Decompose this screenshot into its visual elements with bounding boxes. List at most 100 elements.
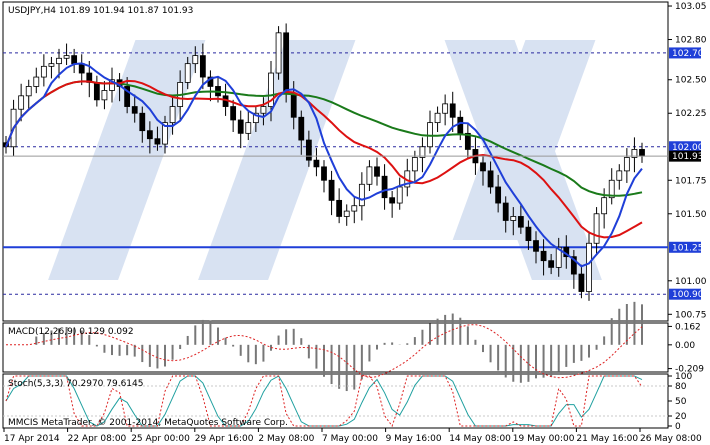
level-label: 102.70	[672, 49, 704, 59]
time-axis: 17 Apr 2014 22 Apr 08:00 25 Apr 00:00 29 Ap…	[3, 428, 702, 444]
price-tick-label: 102.50	[675, 76, 707, 86]
time-tick-label: 26 May 08:00	[640, 434, 702, 444]
candle-body	[336, 199, 343, 217]
candle-body	[593, 213, 600, 244]
candle-body	[169, 106, 176, 124]
candle-body	[33, 76, 40, 87]
candle-body	[139, 112, 146, 132]
time-tick-label: 21 May 16:00	[576, 434, 638, 444]
candle-body	[502, 202, 509, 221]
price-tick-label: 101.75	[675, 176, 707, 186]
macd-tick-label: 0.00	[675, 341, 695, 351]
current-price-tag-box	[669, 150, 701, 162]
watermark-shape-4	[452, 40, 596, 240]
candle-body	[464, 132, 471, 150]
time-tick-label: 14 May 08:00	[449, 434, 511, 444]
candle-body	[411, 157, 418, 172]
stoch-signal-line	[5, 375, 643, 428]
candle-body	[487, 170, 494, 188]
watermark-shape-1	[48, 40, 206, 280]
candle-body	[290, 92, 297, 118]
macd-histogram	[35, 301, 643, 392]
candle-body	[548, 260, 555, 268]
candle-body	[71, 55, 78, 65]
candle-body	[381, 175, 388, 199]
candle-body	[374, 166, 380, 177]
candle-body	[192, 55, 199, 65]
price-axis: 103.05 102.80 102.50 102.25 101.75 101.50 101.…	[668, 2, 707, 320]
time-tick-label: 19 May 00:00	[513, 434, 575, 444]
stoch-tick-label: 20	[675, 412, 687, 422]
candle-body	[396, 186, 403, 204]
candle-body	[601, 197, 608, 215]
candle-body	[389, 197, 396, 204]
stoch-grid	[3, 385, 668, 417]
price-tick-label: 102.25	[675, 109, 707, 119]
candle-body	[283, 32, 290, 94]
candle-body	[419, 146, 426, 158]
mmcis-watermark	[48, 40, 602, 280]
level-label-box	[669, 288, 701, 300]
time-tick-label: 29 Apr 16:00	[195, 434, 254, 444]
candle-body	[366, 166, 373, 185]
price-tick-label: 100.75	[675, 310, 707, 320]
price-panel-frame	[2, 1, 669, 322]
candle-body	[260, 106, 267, 114]
candle-body	[586, 242, 592, 292]
symbol-header: USDJPY,H4 101.89 101.94 101.87 101.93	[8, 6, 193, 16]
candle-body	[525, 226, 532, 241]
candle-body	[313, 159, 320, 168]
level-label-box	[669, 47, 701, 59]
candle-body	[245, 122, 252, 134]
stoch-tick-label: 80	[675, 382, 687, 392]
macd-panel-frame	[2, 322, 669, 373]
time-tick-label: 2 May 08:00	[258, 434, 314, 444]
candle-body	[495, 186, 502, 204]
price-tick-label: 103.05	[675, 2, 707, 12]
candle-body	[631, 149, 638, 158]
macd-tick-label: -0.209	[675, 365, 704, 375]
candle-body	[146, 130, 153, 140]
moving-averages	[5, 62, 643, 268]
level-label: 101.25	[672, 243, 704, 253]
macd-label: MACD(12,26,9) 0.129 0.092	[8, 327, 134, 337]
candle-body	[510, 216, 517, 221]
candle-body	[101, 90, 108, 101]
candle-body	[230, 106, 237, 121]
candle-body	[434, 112, 441, 124]
current-price-label: 101.93	[672, 152, 704, 162]
stoch-tick-label: 0	[675, 422, 681, 432]
price-tick-label: 101.50	[675, 210, 707, 220]
candle-body	[25, 86, 32, 97]
candle-body	[275, 32, 282, 74]
candle-body	[343, 210, 350, 217]
time-tick-label: 9 May 16:00	[386, 434, 442, 444]
price-tick-label: 101.00	[675, 277, 707, 287]
candle-body	[608, 179, 615, 199]
candle-body	[63, 55, 70, 59]
level-labels: 102.70 102.00 101.25 100.90	[669, 47, 704, 300]
macd-signal-line	[6, 324, 643, 379]
candle-body	[517, 216, 524, 228]
watermark-shape-2	[198, 40, 356, 280]
footer-copyright: MMCIS MetaTrader, © 2001-2014, MetaQuote…	[8, 418, 288, 428]
macd-axis: 0.162 0.00 -0.209	[668, 322, 704, 375]
candle-body	[184, 63, 191, 83]
candle-body	[154, 138, 161, 145]
level-label-box	[669, 141, 701, 153]
candle-body	[616, 170, 623, 181]
candle-body	[162, 122, 168, 145]
candle-body	[328, 179, 335, 201]
candle-body	[18, 95, 25, 110]
level-label: 100.90	[672, 290, 704, 300]
candle-body	[124, 86, 131, 107]
candle-body	[480, 162, 486, 172]
candle-body	[93, 82, 100, 101]
level-label-box	[669, 241, 701, 253]
candle-body	[237, 119, 244, 134]
candle-body	[555, 246, 562, 268]
candle-body	[639, 149, 645, 157]
candle-body	[40, 65, 47, 78]
